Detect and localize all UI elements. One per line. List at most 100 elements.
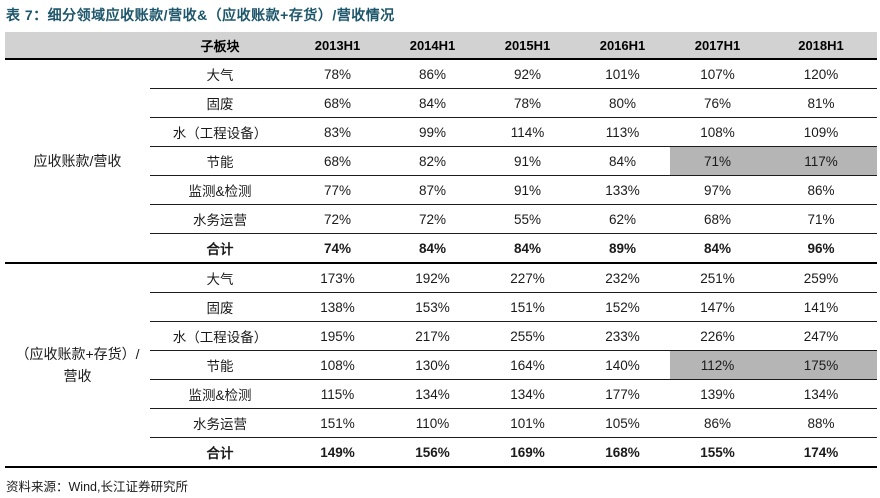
header-group-spacer: [5, 32, 150, 60]
row-label: 水务运营: [150, 204, 290, 234]
row-label: 大气: [150, 59, 290, 89]
table-cell: 139%: [670, 379, 765, 409]
table-cell: 247%: [765, 321, 877, 351]
table-cell: 195%: [290, 321, 385, 351]
table-row: 固废 68% 84% 78% 80% 76% 81%: [5, 88, 877, 118]
table-cell: 84%: [670, 233, 765, 264]
row-label: 大气: [150, 263, 290, 293]
row-label: 固废: [150, 292, 290, 322]
table-cell: 68%: [670, 204, 765, 234]
table-cell: 173%: [290, 263, 385, 293]
table-row: 监测&检测 77% 87% 91% 133% 97% 86%: [5, 175, 877, 205]
group-label: （应收账款+存货）/营收: [5, 263, 150, 468]
table-cell: 174%: [765, 437, 877, 468]
header-2013h1: 2013H1: [290, 32, 385, 60]
row-label: 水务运营: [150, 408, 290, 438]
table-cell: 74%: [290, 233, 385, 264]
row-label: 合计: [150, 437, 290, 468]
table-cell: 105%: [575, 408, 670, 438]
table-cell: 101%: [575, 59, 670, 89]
table-cell: 227%: [480, 263, 575, 293]
row-label: 固废: [150, 88, 290, 118]
table-cell: 91%: [480, 175, 575, 205]
table-cell: 92%: [480, 59, 575, 89]
table-cell: 112%: [670, 350, 765, 380]
table-cell: 62%: [575, 204, 670, 234]
table-group: （应收账款+存货）/营收 大气 173% 192% 227% 232% 251% 259% 固废…: [5, 263, 877, 468]
group-label: 应收账款/营收: [5, 59, 150, 264]
table-title: 表 7：细分领域应收账款/营收&（应收账款+存货）/营收情况: [6, 7, 395, 23]
table-cell: 68%: [290, 146, 385, 176]
table-row: 水（工程设备） 83% 99% 114% 113% 108% 109%: [5, 117, 877, 147]
table-cell: 83%: [290, 117, 385, 147]
table-cell: 151%: [480, 292, 575, 322]
table-cell: 55%: [480, 204, 575, 234]
table-cell: 147%: [670, 292, 765, 322]
table-row: 合计 149% 156% 169% 168% 155% 174%: [5, 437, 877, 468]
header-2015h1: 2015H1: [480, 32, 575, 60]
table-cell: 251%: [670, 263, 765, 293]
table-cell: 86%: [765, 175, 877, 205]
table-cell: 89%: [575, 233, 670, 264]
table-cell: 86%: [670, 408, 765, 438]
table-cell: 120%: [765, 59, 877, 89]
data-source-note: 资料来源：Wind,长江证券研究所: [6, 480, 188, 494]
table-cell: 68%: [290, 88, 385, 118]
table-cell: 108%: [670, 117, 765, 147]
table-cell: 113%: [575, 117, 670, 147]
row-label: 水（工程设备）: [150, 117, 290, 147]
table-cell: 107%: [670, 59, 765, 89]
table-cell: 117%: [765, 146, 877, 176]
table-cell: 91%: [480, 146, 575, 176]
table-cell: 88%: [765, 408, 877, 438]
table-cell: 175%: [765, 350, 877, 380]
receivables-revenue-table: 子板块 2013H1 2014H1 2015H1 2016H1 2017H1 2…: [5, 32, 877, 468]
table-cell: 259%: [765, 263, 877, 293]
table-cell: 101%: [480, 408, 575, 438]
table-cell: 72%: [385, 204, 480, 234]
table-cell: 72%: [290, 204, 385, 234]
row-label: 监测&检测: [150, 175, 290, 205]
table-row: 监测&检测 115% 134% 134% 177% 139% 134%: [5, 379, 877, 409]
table-cell: 138%: [290, 292, 385, 322]
table-row: （应收账款+存货）/营收 大气 173% 192% 227% 232% 251% 259%: [5, 263, 877, 468]
row-label: 节能: [150, 350, 290, 380]
table-cell: 192%: [385, 263, 480, 293]
row-label: 监测&检测: [150, 379, 290, 409]
table-cell: 114%: [480, 117, 575, 147]
header-row: 子板块 2013H1 2014H1 2015H1 2016H1 2017H1 2…: [5, 32, 877, 60]
table-row: 节能 108% 130% 164% 140% 112% 175%: [5, 350, 877, 380]
table-cell: 217%: [385, 321, 480, 351]
table-cell: 87%: [385, 175, 480, 205]
table-cell: 80%: [575, 88, 670, 118]
table-cell: 71%: [765, 204, 877, 234]
row-label: 合计: [150, 233, 290, 264]
table-cell: 71%: [670, 146, 765, 176]
table-cell: 130%: [385, 350, 480, 380]
table-cell: 233%: [575, 321, 670, 351]
table-cell: 84%: [385, 233, 480, 264]
table-cell: 155%: [670, 437, 765, 468]
table-cell: 110%: [385, 408, 480, 438]
table-cell: 151%: [290, 408, 385, 438]
table-cell: 76%: [670, 88, 765, 118]
table-cell: 255%: [480, 321, 575, 351]
row-label: 水（工程设备）: [150, 321, 290, 351]
table-group: 应收账款/营收 大气 78% 86% 92% 101% 107% 120% 固废 68% 84% 78…: [5, 59, 877, 264]
table-row: 水务运营 72% 72% 55% 62% 68% 71%: [5, 204, 877, 234]
table-cell: 97%: [670, 175, 765, 205]
table-row: 合计 74% 84% 84% 89% 84% 96%: [5, 233, 877, 264]
table-cell: 86%: [385, 59, 480, 89]
table-cell: 84%: [385, 88, 480, 118]
header-subsector: 子板块: [150, 32, 290, 60]
table-cell: 134%: [765, 379, 877, 409]
table-cell: 153%: [385, 292, 480, 322]
header-2016h1: 2016H1: [575, 32, 670, 60]
table-cell: 133%: [575, 175, 670, 205]
table-cell: 84%: [480, 233, 575, 264]
table-cell: 232%: [575, 263, 670, 293]
table-header: 子板块 2013H1 2014H1 2015H1 2016H1 2017H1 2…: [5, 32, 877, 60]
table-cell: 134%: [480, 379, 575, 409]
table-cell: 168%: [575, 437, 670, 468]
